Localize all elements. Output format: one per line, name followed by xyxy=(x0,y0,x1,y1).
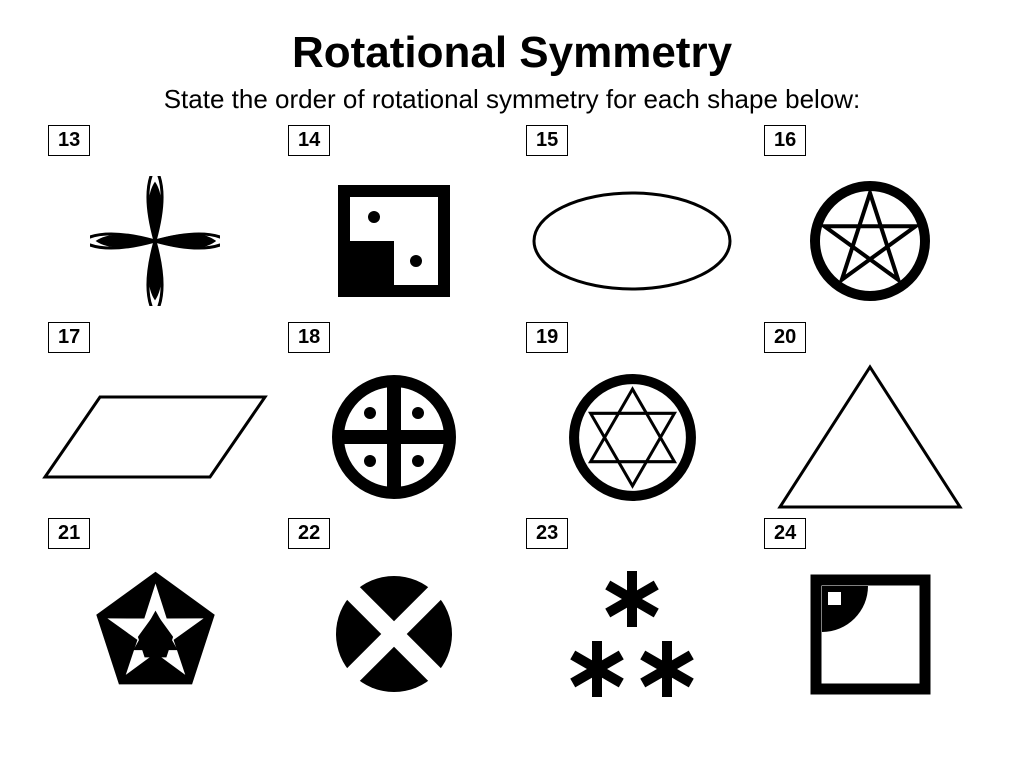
shape-four-petal-rosette xyxy=(40,160,270,322)
cell-number: 16 xyxy=(764,125,806,156)
cell-number: 13 xyxy=(48,125,90,156)
shape-pentagon-star xyxy=(40,553,270,715)
shapes-grid: 13 xyxy=(0,115,1024,745)
cell-number: 21 xyxy=(48,518,90,549)
shape-square-l-dots xyxy=(280,160,508,322)
shape-cross-circle-dots xyxy=(280,357,508,519)
cell-17: 17 xyxy=(40,322,270,519)
cell-number: 23 xyxy=(526,518,568,549)
cell-13: 13 xyxy=(40,125,270,322)
shape-pentagram-in-circle xyxy=(756,160,984,322)
shape-ellipse xyxy=(518,160,746,322)
shape-hexagram-in-circle xyxy=(518,357,746,519)
cell-21: 21 xyxy=(40,518,270,715)
cell-14: 14 xyxy=(280,125,508,322)
cell-number: 22 xyxy=(288,518,330,549)
page-subtitle: State the order of rotational symmetry f… xyxy=(0,84,1024,115)
shape-parallelogram xyxy=(40,357,270,519)
page-title: Rotational Symmetry xyxy=(0,0,1024,78)
shape-square-quarter-arc xyxy=(756,553,984,715)
shape-circle-x xyxy=(280,553,508,715)
cell-16: 16 xyxy=(756,125,984,322)
shape-three-asterisks xyxy=(518,553,746,715)
cell-24: 24 xyxy=(756,518,984,715)
cell-18: 18 xyxy=(280,322,508,519)
cell-number: 15 xyxy=(526,125,568,156)
cell-number: 14 xyxy=(288,125,330,156)
cell-number: 24 xyxy=(764,518,806,549)
shape-triangle xyxy=(756,357,984,519)
cell-number: 18 xyxy=(288,322,330,353)
cell-15: 15 xyxy=(518,125,746,322)
cell-number: 17 xyxy=(48,322,90,353)
cell-number: 20 xyxy=(764,322,806,353)
cell-23: 23 xyxy=(518,518,746,715)
cell-number: 19 xyxy=(526,322,568,353)
cell-20: 20 xyxy=(756,322,984,519)
cell-19: 19 xyxy=(518,322,746,519)
cell-22: 22 xyxy=(280,518,508,715)
